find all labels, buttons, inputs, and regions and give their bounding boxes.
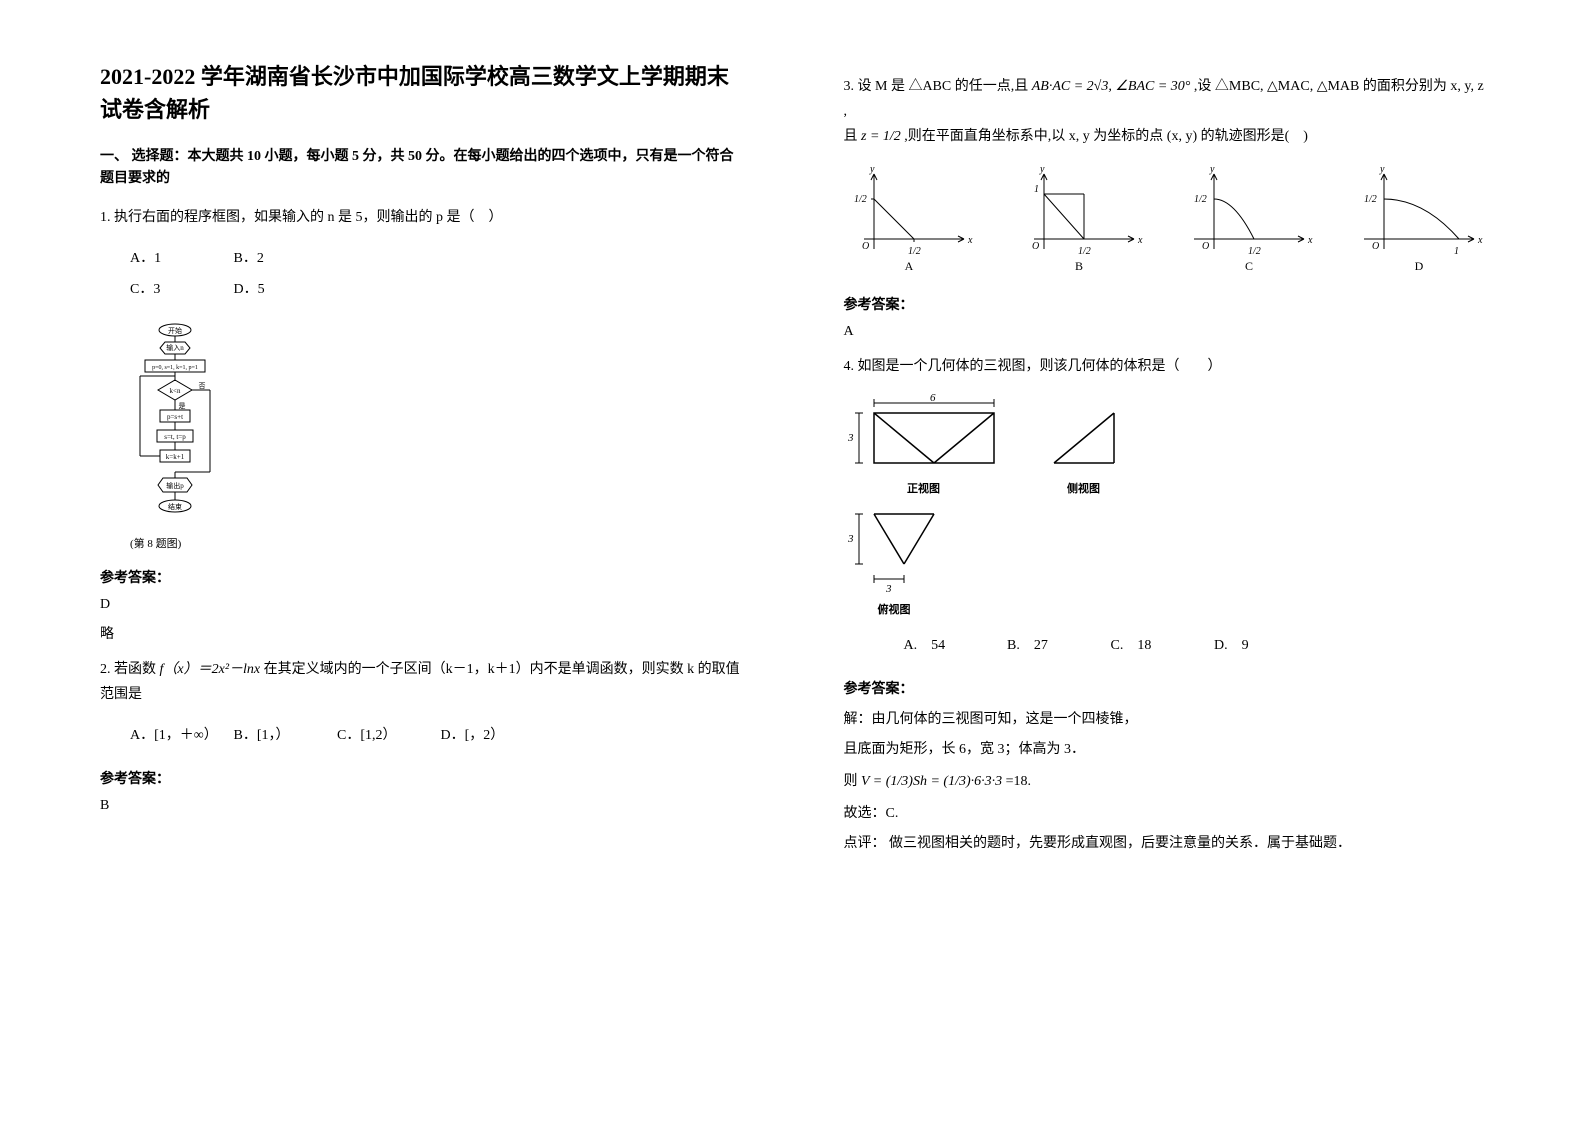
q3-text-a: 3. 设 M 是 △ABC 的任一点,且 <box>844 79 1032 94</box>
q1-optD: D．5 <box>234 275 334 306</box>
q4-sol2: 且底面为矩形，长 6，宽 3；体高为 3． <box>844 738 1488 758</box>
svg-text:y: y <box>1039 164 1045 175</box>
fc-input: 输入n <box>166 343 184 352</box>
q3-text-f: ,则在平面直角坐标系中,以 x, y 为坐标的点 (x, y) 的轨迹图形是( … <box>901 129 1308 144</box>
q1-answer: D <box>100 597 744 613</box>
q2-optC: C．[1,2） <box>337 721 437 752</box>
front-h: 3 <box>847 432 854 444</box>
q3d-ylabel: 1/2 <box>1364 194 1377 205</box>
svg-text:y: y <box>869 164 875 175</box>
front-caption: 正视图 <box>844 480 1004 496</box>
q3b-xlabel: 1/2 <box>1078 246 1091 257</box>
q1-answer-head: 参考答案： <box>100 567 744 587</box>
q4-optD: D. 9 <box>1214 631 1314 662</box>
q2-optB: B．[1，） <box>234 721 334 752</box>
q2-text: 2. 若函数 f（x）＝2x²－lnx 在其定义域内的一个子区间（k－1，k＋1… <box>100 657 744 707</box>
q3-chart-c: x y O 1/2 1/2 C <box>1184 164 1314 274</box>
svg-text:O: O <box>1032 241 1039 252</box>
fc-cond: k<n <box>170 387 181 395</box>
q4-sol5: 点评： 做三视图相关的题时，先要形成直观图，后要注意量的关系．属于基础题． <box>844 832 1488 852</box>
side-view: 侧视图 <box>1044 393 1124 496</box>
q4-sol4: 故选：C. <box>844 802 1488 822</box>
q2-optD: D．[，2） <box>441 721 541 752</box>
q4-sol1: 解：由几何体的三视图可知，这是一个四棱锥， <box>844 708 1488 728</box>
top-h: 3 <box>847 533 854 545</box>
q4-answer-head: 参考答案： <box>844 678 1488 698</box>
q3c-xlabel: 1/2 <box>1248 246 1261 257</box>
fc-yes: 是 <box>179 402 186 410</box>
top-view: 3 3 俯视图 <box>844 504 1488 617</box>
q4-sol3b: V = (1/3)Sh = (1/3)·6·3·3 <box>861 774 1002 789</box>
q3c-ylabel: 1/2 <box>1194 194 1207 205</box>
q4-optA: A. 54 <box>904 631 1004 662</box>
front-view: 6 3 正视图 <box>844 393 1004 496</box>
side-caption: 侧视图 <box>1044 480 1124 496</box>
q4-views: 6 3 正视图 侧视图 <box>844 393 1488 617</box>
q2-text-b: f（x）＝2x²－lnx <box>160 662 261 677</box>
q1-options: A．1 B．2 C．3 D．5 <box>130 244 744 306</box>
q3b-caption: B <box>1074 259 1082 273</box>
q3d-caption: D <box>1414 259 1423 273</box>
svg-text:O: O <box>1372 241 1379 252</box>
q2-text-a: 2. 若函数 <box>100 662 160 677</box>
svg-text:x: x <box>1137 235 1143 246</box>
q3-chart-b: x y O 1 1/2 B <box>1014 164 1144 274</box>
q1-note: 略 <box>100 623 744 643</box>
q3-text: 3. 设 M 是 △ABC 的任一点,且 AB·AC = 2√3, ∠BAC =… <box>844 74 1488 150</box>
q3a-xlabel: 1/2 <box>908 246 921 257</box>
title: 2021-2022 学年湖南省长沙市中加国际学校高三数学文上学期期末试卷含解析 <box>100 60 744 126</box>
svg-text:O: O <box>1202 241 1209 252</box>
top-caption: 俯视图 <box>878 601 1488 617</box>
q4-sol3a: 则 <box>844 774 862 789</box>
q4-options: A. 54 B. 27 C. 18 D. 9 <box>904 631 1488 662</box>
q3c-caption: C <box>1244 259 1252 273</box>
q2-optA: A．[1，＋∞） <box>130 721 230 752</box>
q1-optC: C．3 <box>130 275 230 306</box>
q3-answer: A <box>844 324 1488 340</box>
svg-text:x: x <box>1307 235 1313 246</box>
top-w: 3 <box>885 583 892 594</box>
fc-body2: s=t, t=p <box>164 433 186 441</box>
right-column: 3. 设 M 是 △ABC 的任一点,且 AB·AC = 2√3, ∠BAC =… <box>794 0 1587 1122</box>
q1-optB: B．2 <box>234 244 334 275</box>
q3a-ylabel: 1/2 <box>854 194 867 205</box>
fc-output: 输出p <box>166 481 184 490</box>
q2-options: A．[1，＋∞） B．[1，） C．[1,2） D．[，2） <box>130 721 744 752</box>
svg-text:O: O <box>862 241 869 252</box>
fc-body3: k=k+1 <box>166 453 185 461</box>
svg-text:x: x <box>967 235 973 246</box>
q4-optB: B. 27 <box>1007 631 1107 662</box>
q2-answer-head: 参考答案： <box>100 768 744 788</box>
q1-text: 1. 执行右面的程序框图，如果输入的 n 是 5，则输出的 p 是（ ） <box>100 205 744 230</box>
q3-answer-head: 参考答案： <box>844 294 1488 314</box>
fc-no: 否 <box>199 382 206 390</box>
left-column: 2021-2022 学年湖南省长沙市中加国际学校高三数学文上学期期末试卷含解析 … <box>0 0 794 1122</box>
fc-init: p=0, s=1, k=1, p=1 <box>152 365 198 371</box>
q3-chart-a: x y O 1/2 1/2 A <box>844 164 974 274</box>
flowchart: 开始 输入n p=0, s=1, k=1, p=1 k<n 否 是 p=s+t … <box>130 322 744 527</box>
q4-sol3: 则 V = (1/3)Sh = (1/3)·6·3·3 =18. <box>844 770 1488 790</box>
svg-text:y: y <box>1379 164 1385 175</box>
q3-text-b: AB·AC = 2√3, ∠BAC = 30° <box>1032 79 1191 94</box>
q1-optA: A．1 <box>130 244 230 275</box>
svg-text:1: 1 <box>1034 184 1039 195</box>
q4-text: 4. 如图是一个几何体的三视图，则该几何体的体积是（ ） <box>844 354 1488 379</box>
q3-charts: x y O 1/2 1/2 A x y O 1 1/2 B <box>844 164 1488 274</box>
q3d-xlabel: 1 <box>1454 246 1459 257</box>
q3a-caption: A <box>904 259 913 273</box>
q4-sol3c: =18. <box>1002 774 1031 789</box>
fc-body1: p=s+t <box>167 413 183 421</box>
svg-text:x: x <box>1477 235 1483 246</box>
front-w: 6 <box>930 393 936 404</box>
q3-chart-d: x y O 1/2 1 D <box>1354 164 1484 274</box>
q3-text-e: z = 1/2 <box>861 129 901 144</box>
fc-end: 结束 <box>168 502 182 511</box>
svg-text:y: y <box>1209 164 1215 175</box>
q4-optC: C. 18 <box>1111 631 1211 662</box>
q2-answer: B <box>100 798 744 814</box>
q3-text-d: 且 <box>844 129 862 144</box>
flowchart-caption: (第 8 题图) <box>130 535 744 551</box>
section-head: 一、 选择题：本大题共 10 小题，每小题 5 分，共 50 分。在每小题给出的… <box>100 146 744 191</box>
fc-start: 开始 <box>168 326 182 335</box>
